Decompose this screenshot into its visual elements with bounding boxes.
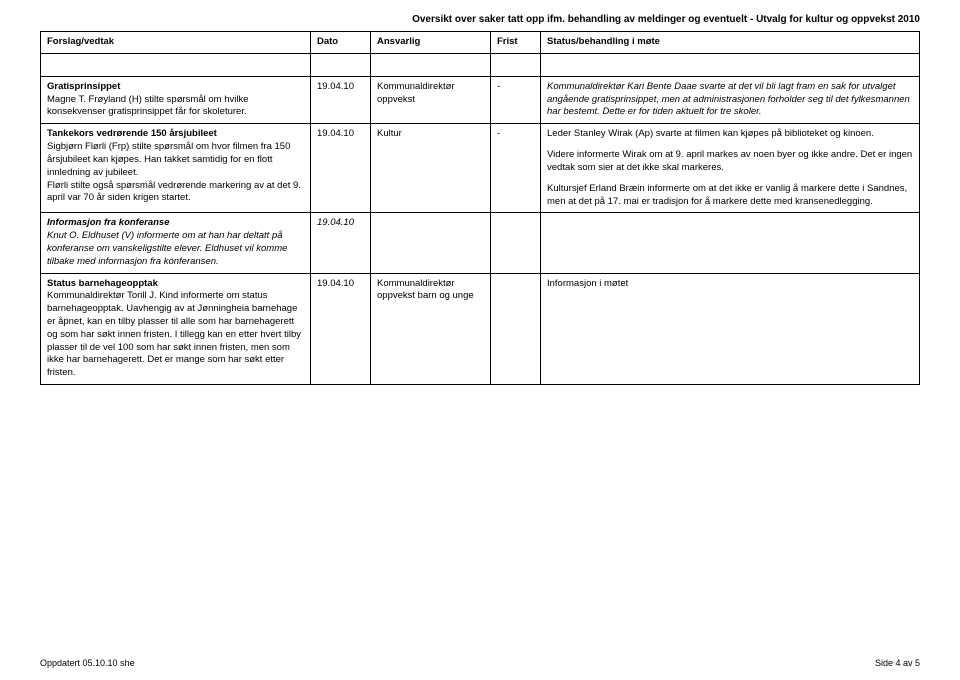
- status-text: Kultursjef Erland Bræin informerte om at…: [547, 183, 913, 209]
- table-row: Tankekors vedrørende 150 årsjubileet Sig…: [41, 124, 920, 213]
- row-body: Sigbjørn Flørli (Frp) stilte spørsmål om…: [47, 141, 301, 203]
- cell-dato: 19.04.10: [311, 124, 371, 213]
- row-body: Magne T. Frøyland (H) stilte spørsmål om…: [47, 94, 249, 118]
- cell-frist: -: [491, 76, 541, 123]
- cell-status: [541, 213, 920, 273]
- cell-status: Informasjon i møtet: [541, 273, 920, 385]
- row-title: Status barnehageopptak: [47, 278, 158, 289]
- cell-forslag: Tankekors vedrørende 150 årsjubileet Sig…: [41, 124, 311, 213]
- row-title: Informasjon fra konferanse: [47, 217, 169, 228]
- status-text: Leder Stanley Wirak (Ap) svarte at filme…: [547, 128, 913, 141]
- row-body: Knut O. Eldhuset (V) informerte om at ha…: [47, 230, 287, 267]
- col-header-ansvarlig: Ansvarlig: [371, 32, 491, 54]
- table-row: Gratisprinsippet Magne T. Frøyland (H) s…: [41, 76, 920, 123]
- cell-forslag: Informasjon fra konferanse Knut O. Eldhu…: [41, 213, 311, 273]
- document-header: Oversikt over saker tatt opp ifm. behand…: [40, 14, 920, 25]
- cell-dato: 19.04.10: [311, 213, 371, 273]
- row-title: Tankekors vedrørende 150 årsjubileet: [47, 128, 217, 139]
- col-header-forslag: Forslag/vedtak: [41, 32, 311, 54]
- spacer-cell: [41, 53, 311, 76]
- col-header-status: Status/behandling i møte: [541, 32, 920, 54]
- cell-ansvarlig: [371, 213, 491, 273]
- cell-forslag: Gratisprinsippet Magne T. Frøyland (H) s…: [41, 76, 311, 123]
- main-table: Forslag/vedtak Dato Ansvarlig Frist Stat…: [40, 31, 920, 385]
- spacer-cell: [311, 53, 371, 76]
- spacer-cell: [371, 53, 491, 76]
- spacer-cell: [491, 53, 541, 76]
- spacer-row: [41, 53, 920, 76]
- row-body: Kommunaldirektør Torill J. Kind informer…: [47, 290, 301, 378]
- col-header-frist: Frist: [491, 32, 541, 54]
- cell-frist: [491, 273, 541, 385]
- table-row: Informasjon fra konferanse Knut O. Eldhu…: [41, 213, 920, 273]
- cell-forslag: Status barnehageopptak Kommunaldirektør …: [41, 273, 311, 385]
- row-title: Gratisprinsippet: [47, 81, 120, 92]
- cell-dato: 19.04.10: [311, 76, 371, 123]
- cell-status: Leder Stanley Wirak (Ap) svarte at filme…: [541, 124, 920, 213]
- cell-frist: -: [491, 124, 541, 213]
- cell-ansvarlig: Kultur: [371, 124, 491, 213]
- cell-ansvarlig: Kommunaldirektør oppvekst barn og unge: [371, 273, 491, 385]
- page-container: Oversikt over saker tatt opp ifm. behand…: [0, 0, 960, 680]
- col-header-dato: Dato: [311, 32, 371, 54]
- cell-ansvarlig: Kommunaldirektør oppvekst: [371, 76, 491, 123]
- table-header-row: Forslag/vedtak Dato Ansvarlig Frist Stat…: [41, 32, 920, 54]
- status-text: Kommunaldirektør Kari Bente Daae svarte …: [547, 81, 913, 119]
- table-row: Status barnehageopptak Kommunaldirektør …: [41, 273, 920, 385]
- cell-dato: 19.04.10: [311, 273, 371, 385]
- page-footer: Oppdatert 05.10.10 she Side 4 av 5: [40, 658, 920, 668]
- footer-left: Oppdatert 05.10.10 she: [40, 658, 135, 668]
- cell-status: Kommunaldirektør Kari Bente Daae svarte …: [541, 76, 920, 123]
- cell-frist: [491, 213, 541, 273]
- status-text: Videre informerte Wirak om at 9. april m…: [547, 149, 913, 175]
- spacer-cell: [541, 53, 920, 76]
- footer-right: Side 4 av 5: [875, 658, 920, 668]
